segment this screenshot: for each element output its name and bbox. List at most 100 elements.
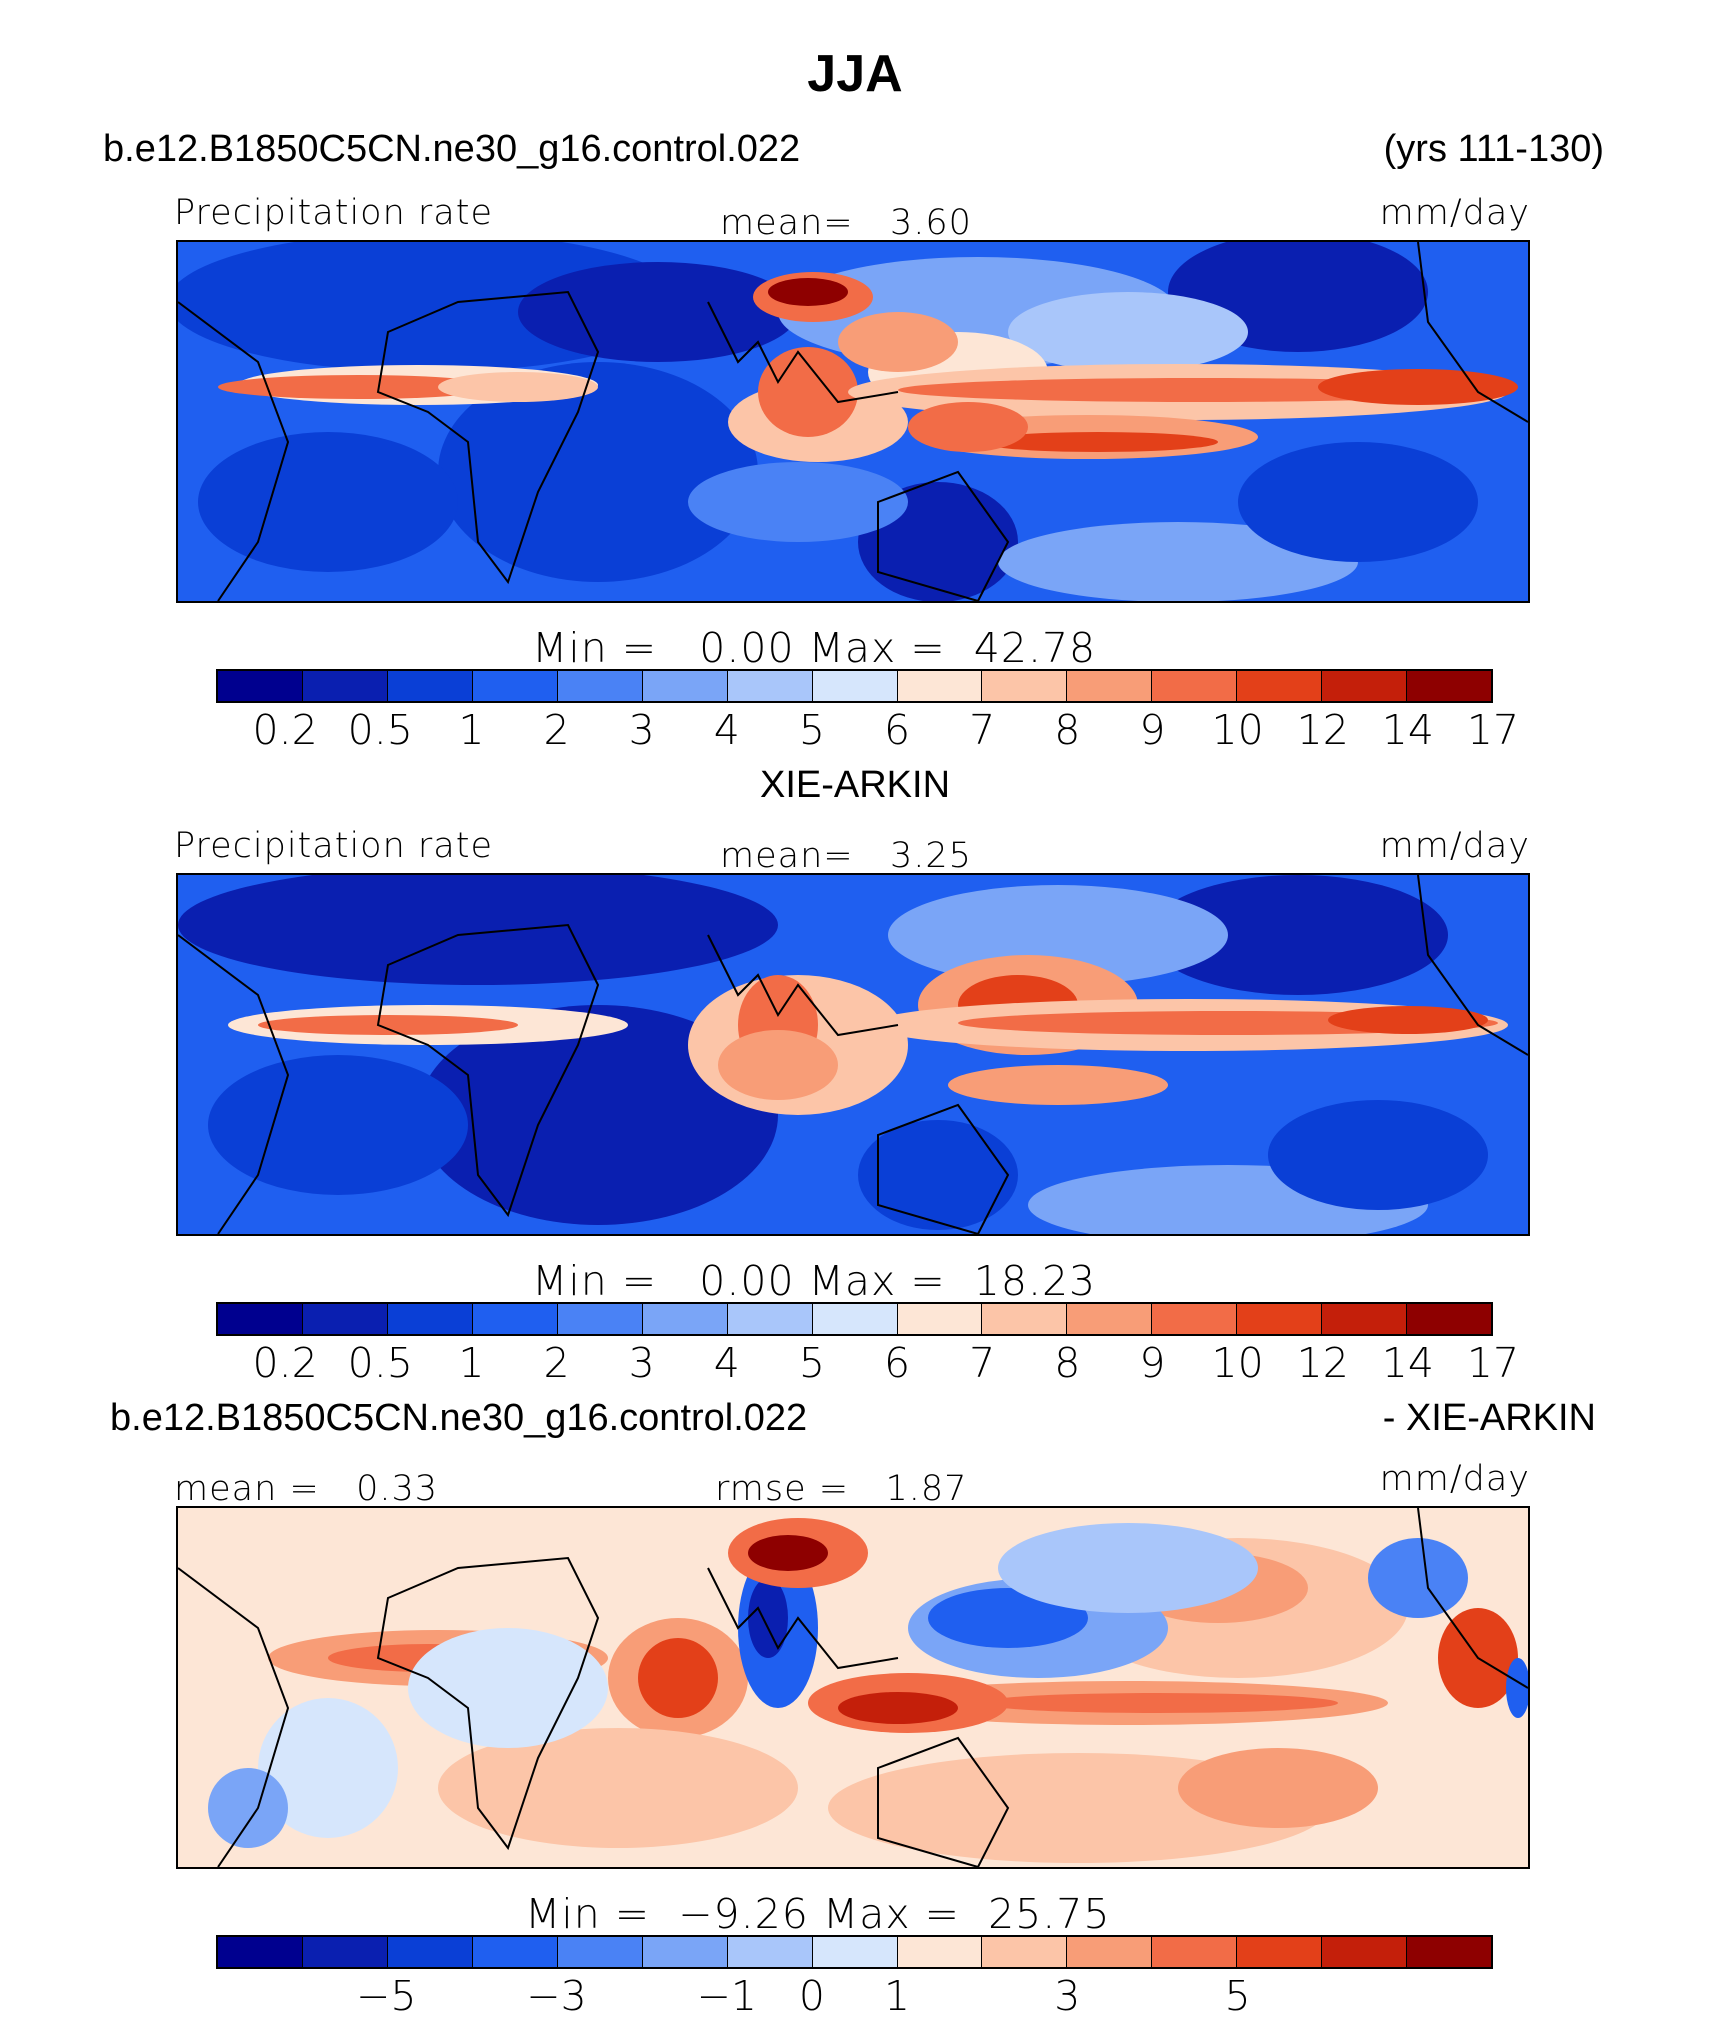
colorbar-tick-label: 0.2 — [252, 706, 318, 754]
panel3-mean-label: mean = 0.33 — [174, 1469, 439, 1509]
colorbar-swatch — [218, 1304, 303, 1334]
colorbar-swatch — [557, 1937, 643, 1967]
colorbar-swatch — [1322, 671, 1408, 701]
colorbar-tick-label: 7 — [969, 1339, 996, 1387]
colorbar-swatch — [1152, 1937, 1238, 1967]
colorbar-tick-label: 0.5 — [347, 706, 413, 754]
colorbar-swatch — [1152, 671, 1238, 701]
colorbar-tick-label: 3 — [628, 706, 655, 754]
colorbar-swatch — [387, 1937, 473, 1967]
colorbar-swatch — [557, 671, 643, 701]
colorbar-tick-label: 0.2 — [252, 1339, 318, 1387]
panel2-map — [176, 873, 1530, 1236]
panel2-mean-label: mean= 3.25 — [720, 836, 972, 876]
panel1-mean-label: mean= 3.60 — [720, 203, 972, 243]
colorbar-tick-label: 17 — [1466, 1339, 1520, 1387]
colorbar-swatch — [812, 671, 898, 701]
colorbar-tick-label: 9 — [1139, 706, 1166, 754]
colorbar-swatch — [897, 1937, 983, 1967]
panel3-units: mm/day — [1379, 1459, 1530, 1499]
colorbar-tick-label: 1 — [458, 1339, 485, 1387]
colorbar-tick-label: 2 — [543, 706, 570, 754]
panel1-units: mm/day — [1379, 193, 1530, 233]
colorbar-swatch — [727, 671, 813, 701]
colorbar-swatch — [302, 1304, 388, 1334]
colorbar-swatch — [472, 1937, 558, 1967]
colorbar-tick-label: 6 — [884, 706, 911, 754]
colorbar-swatch — [302, 671, 388, 701]
panel1-variable-label: Precipitation rate — [174, 193, 493, 233]
colorbar-tick-label: 12 — [1296, 1339, 1349, 1387]
panel3-colorbar-ticks: −5 −3 −1 0 1 3 5 — [0, 1972, 1710, 2022]
colorbar-swatch — [982, 1304, 1068, 1334]
colorbar-swatch — [557, 1304, 643, 1334]
colorbar-swatch — [812, 1937, 898, 1967]
colorbar-swatch — [642, 671, 728, 701]
colorbar-swatch — [642, 1937, 728, 1967]
colorbar-tick-label: 5 — [798, 706, 825, 754]
colorbar-swatch — [982, 671, 1068, 701]
colorbar-swatch — [642, 1304, 728, 1334]
colorbar-swatch — [218, 671, 303, 701]
colorbar-tick-label: 4 — [713, 706, 740, 754]
colorbar-swatch — [1152, 1304, 1238, 1334]
colorbar-tick-label: 3 — [628, 1339, 655, 1387]
colorbar-swatch — [812, 1304, 898, 1334]
colorbar-tick-label: 8 — [1054, 706, 1081, 754]
panel2-colorbar-ticks: 0.2 0.5 1 2 3 4 5 6 7 8 9 10 12 14 17 — [0, 1339, 1710, 1389]
colorbar-tick-label: 1 — [458, 706, 485, 754]
colorbar-swatch — [1237, 671, 1323, 701]
colorbar-tick-label: 5 — [1224, 1972, 1251, 2020]
colorbar-tick-label: 14 — [1381, 1339, 1434, 1387]
colorbar-tick-label: 2 — [543, 1339, 570, 1387]
years-label: (yrs 111-130) — [1383, 128, 1604, 170]
colorbar-tick-label: −1 — [696, 1972, 758, 2020]
colorbar-swatch — [982, 1937, 1068, 1967]
colorbar-swatch — [1067, 1304, 1153, 1334]
panel1-colorbar — [216, 669, 1493, 703]
colorbar-swatch — [897, 1304, 983, 1334]
panel2-colorbar — [216, 1302, 1493, 1336]
colorbar-tick-label: −3 — [526, 1972, 587, 2020]
colorbar-tick-label: −5 — [356, 1972, 417, 2020]
colorbar-swatch — [1322, 1937, 1408, 1967]
colorbar-swatch — [1067, 671, 1153, 701]
colorbar-tick-label: 12 — [1296, 706, 1349, 754]
colorbar-swatch — [302, 1937, 388, 1967]
panel1-map — [176, 240, 1530, 603]
panel2-title: XIE-ARKIN — [759, 764, 951, 806]
colorbar-swatch — [1407, 671, 1492, 701]
panel3-colorbar — [216, 1935, 1493, 1969]
colorbar-swatch — [727, 1937, 813, 1967]
colorbar-swatch — [1407, 1304, 1492, 1334]
panel3-title-right: - XIE-ARKIN — [1382, 1397, 1596, 1439]
colorbar-tick-label: 4 — [713, 1339, 740, 1387]
colorbar-tick-label: 14 — [1381, 706, 1434, 754]
colorbar-swatch — [897, 671, 983, 701]
figure-title: JJA — [807, 45, 903, 103]
colorbar-tick-label: 10 — [1211, 1339, 1264, 1387]
colorbar-tick-label: 7 — [969, 706, 996, 754]
panel3-map — [176, 1506, 1530, 1869]
panel2-field — [178, 875, 1528, 1234]
colorbar-swatch — [472, 671, 558, 701]
colorbar-tick-label: 6 — [884, 1339, 911, 1387]
panel1-minmax: Min = 0.00 Max = 42.78 — [532, 624, 1097, 672]
case-name: b.e12.B1850C5CN.ne30_g16.control.022 — [103, 128, 801, 170]
colorbar-tick-label: 17 — [1466, 706, 1520, 754]
colorbar-tick-label: 3 — [1054, 1972, 1081, 2020]
panel3-title-left: b.e12.B1850C5CN.ne30_g16.control.022 — [110, 1397, 808, 1439]
panel3-minmax: Min = −9.26 Max = 25.75 — [525, 1890, 1111, 1938]
panel2-minmax: Min = 0.00 Max = 18.23 — [532, 1257, 1097, 1305]
colorbar-tick-label: 1 — [884, 1972, 911, 2020]
colorbar-swatch — [1322, 1304, 1408, 1334]
panel2-variable-label: Precipitation rate — [174, 826, 493, 866]
colorbar-tick-label: 0.5 — [347, 1339, 413, 1387]
panel1-field — [178, 242, 1528, 601]
colorbar-swatch — [1067, 1937, 1153, 1967]
colorbar-swatch — [727, 1304, 813, 1334]
colorbar-tick-label: 10 — [1211, 706, 1264, 754]
colorbar-tick-label: 5 — [798, 1339, 825, 1387]
colorbar-tick-label: 0 — [798, 1972, 825, 2020]
colorbar-tick-label: 9 — [1139, 1339, 1166, 1387]
